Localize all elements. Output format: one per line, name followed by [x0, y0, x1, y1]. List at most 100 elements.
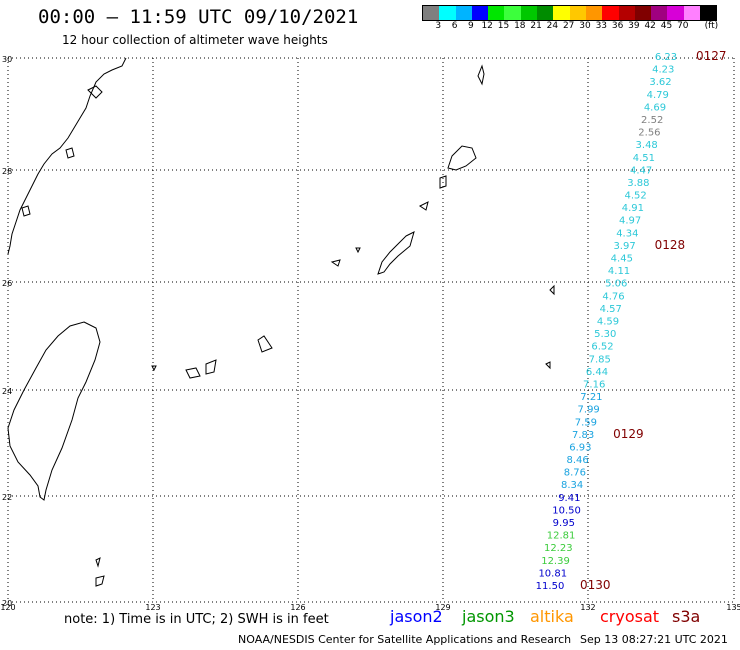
- tanegashima: [477, 64, 485, 86]
- wave-height-value: 4.79: [647, 90, 669, 101]
- legend-altika: altika: [530, 607, 574, 626]
- pass-time-label: 0130: [580, 578, 611, 592]
- colorbar-swatch: [602, 6, 619, 20]
- colorbar-swatch: [455, 6, 472, 20]
- colorbar-swatch: [504, 6, 521, 20]
- longitude-label: 132: [580, 603, 595, 612]
- colorbar-label: 39: [628, 21, 640, 31]
- colorbar-swatch: [667, 6, 684, 20]
- colorbar-label: 33: [595, 21, 608, 31]
- colorbar-swatch: [488, 6, 505, 20]
- wave-height-value: 4.97: [619, 216, 641, 227]
- pass-time-label: 0127: [696, 49, 727, 63]
- wave-height-value: 4.91: [622, 203, 644, 214]
- wave-height-colorbar: [422, 5, 718, 21]
- colorbar-label: 12: [481, 21, 493, 31]
- colorbar-label: 24: [546, 21, 559, 31]
- wave-height-value: 8.76: [564, 468, 586, 479]
- pass-time-label: 0128: [655, 238, 686, 252]
- colorbar-swatch: [569, 6, 586, 20]
- latitude-label: 24: [2, 387, 12, 396]
- colorbar-swatch: [553, 6, 570, 20]
- wave-height-value: 6.23: [655, 52, 677, 63]
- colorbar-label: 27: [562, 21, 575, 31]
- colorbar-label: 36: [611, 21, 624, 31]
- colorbar-swatch: [471, 6, 489, 20]
- wave-height-value: 2.52: [641, 115, 663, 126]
- wave-height-value: 8.34: [561, 480, 583, 491]
- colorbar-label: 70: [677, 21, 689, 31]
- wave-height-value: 7.83: [572, 430, 594, 441]
- coastline: [7, 57, 555, 587]
- colorbar-swatch: [520, 6, 538, 20]
- wave-height-value: 12.39: [541, 556, 570, 567]
- colorbar-label: 18: [514, 21, 526, 31]
- wave-height-value: 9.95: [553, 518, 575, 529]
- wave-height-value: 4.45: [611, 254, 633, 265]
- okinawa-outline: [377, 231, 415, 275]
- wave-height-value: 4.76: [602, 291, 624, 302]
- wave-height-value: 3.97: [613, 241, 635, 252]
- colorbar-labels: 3 6 9 12 15 18 21 24 27 30 33 36 39 42 45 70 (ft): [422, 21, 740, 33]
- wave-height-value: 10.50: [552, 505, 581, 516]
- wave-height-value: 12.23: [544, 543, 573, 554]
- wave-height-value: 2.56: [638, 128, 660, 139]
- wave-height-value: 4.59: [597, 317, 619, 328]
- latitude-label: 26: [2, 279, 12, 288]
- longitude-label: 123: [145, 603, 160, 612]
- wave-height-value: 4.69: [644, 102, 666, 113]
- china-coast: [7, 57, 127, 255]
- longitude-label: 129: [435, 603, 450, 612]
- colorbar-label: 42: [644, 21, 656, 31]
- wave-height-value: 4.23: [652, 65, 674, 76]
- wave-height-value: 5.30: [594, 329, 616, 340]
- wave-height-value: 4.57: [600, 304, 622, 315]
- colorbar-label: 6: [451, 21, 458, 31]
- colorbar-label: 3: [435, 21, 442, 31]
- batanes-b: [95, 575, 105, 587]
- wave-height-value: 7.85: [589, 354, 611, 365]
- latitude-label: 22: [2, 493, 12, 502]
- colorbar-swatch: [618, 6, 635, 20]
- colorbar-swatch: [651, 6, 668, 20]
- longitude-label: 126: [290, 603, 305, 612]
- wave-height-value: 7.99: [578, 405, 600, 416]
- colorbar-swatch: [423, 6, 440, 20]
- colorbar-swatch: [537, 6, 554, 20]
- colorbar-swatch: [439, 6, 456, 20]
- small-island-d: [355, 247, 361, 254]
- wave-height-value: 10.81: [538, 568, 567, 579]
- small-island-a: [419, 201, 429, 211]
- wave-height-value: 3.62: [649, 77, 671, 88]
- wave-height-value: 6.93: [569, 442, 591, 453]
- china-coast-islands: [21, 85, 103, 217]
- wave-height-value: 4.34: [616, 228, 638, 239]
- small-island-b: [439, 175, 447, 189]
- yonaguni: [151, 365, 157, 372]
- colorbar-label: 21: [530, 21, 542, 31]
- colorbar-label: 30: [579, 21, 591, 31]
- wave-height-value: 11.50: [536, 581, 565, 592]
- iriomote-outline: [205, 359, 217, 375]
- small-island-f: [545, 361, 551, 370]
- wave-height-value: 7.21: [580, 392, 602, 403]
- map-title: 00:00 — 11:59 UTC 09/10/2021: [38, 6, 359, 28]
- colorbar-label: (ft): [704, 21, 719, 31]
- legend-s3a: s3a: [672, 607, 701, 626]
- map-subtitle: 12 hour collection of altimeter wave hei…: [62, 33, 328, 47]
- taiwan-outline: [7, 321, 101, 501]
- wave-height-value: 3.48: [636, 140, 658, 151]
- small-island-c: [330, 259, 341, 267]
- wave-height-value: 4.51: [633, 153, 655, 164]
- wave-height-value: 6.52: [591, 342, 613, 353]
- colorbar-swatch: [683, 6, 701, 20]
- latitude-label: 20: [2, 599, 12, 608]
- generated-timestamp: Sep 13 08:27:21 UTC 2021: [580, 633, 728, 646]
- batanes-a: [95, 557, 101, 568]
- wave-height-value: 5.06: [605, 279, 627, 290]
- miyako-outline: [257, 335, 273, 353]
- latitude-label: 28: [2, 167, 12, 176]
- wave-height-value: 3.88: [627, 178, 649, 189]
